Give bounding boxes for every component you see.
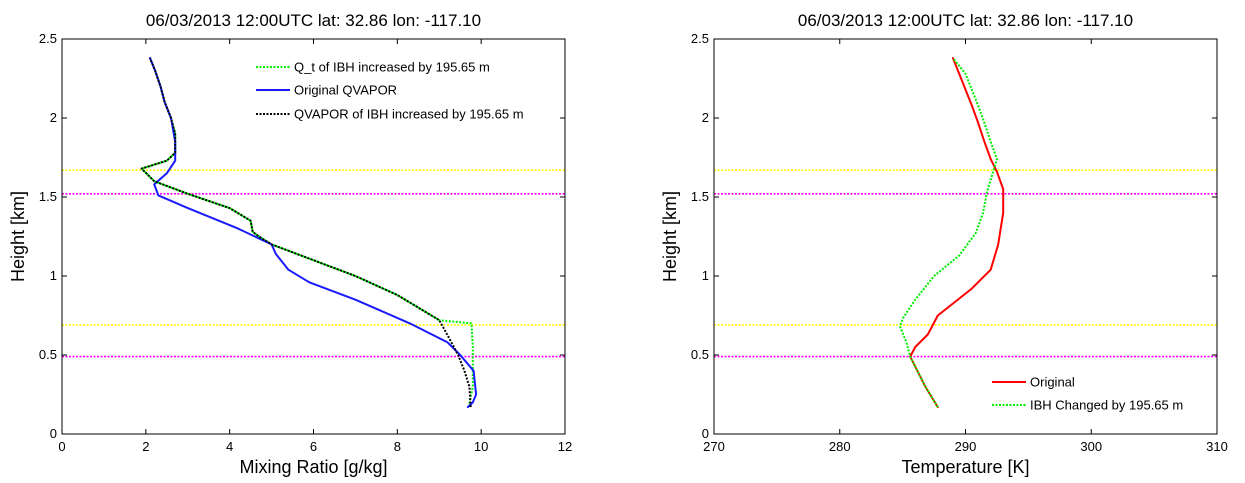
x-tick-label: 6 — [310, 439, 317, 454]
y-tick-label: 0 — [702, 426, 709, 441]
series-line — [149, 57, 478, 409]
y-tick-label: 2 — [50, 110, 57, 125]
y-axis-label: Height [km] — [660, 191, 680, 282]
x-tick-label: 310 — [1206, 439, 1228, 454]
y-tick-label: 1.5 — [39, 189, 57, 204]
y-tick-label: 0.5 — [39, 347, 57, 362]
series-line — [899, 57, 998, 408]
x-tick-label: 2 — [142, 439, 149, 454]
y-tick-label: 2.5 — [39, 31, 57, 46]
y-tick-label: 1 — [50, 268, 57, 283]
y-tick-label: 2.5 — [691, 31, 709, 46]
y-tick-label: 0 — [50, 426, 57, 441]
legend-label: Original — [1030, 375, 1075, 390]
x-tick-label: 300 — [1080, 439, 1102, 454]
mixing-ratio-panel: 0 2 4 6 8 10 12 0 0.5 1 1.5 2 2.5 06/03/2013 12:00UTC… — [8, 11, 572, 477]
y-tick-label: 1.5 — [691, 189, 709, 204]
chart-title: 06/03/2013 12:00UTC lat: 32.86 lon: -117… — [146, 11, 481, 30]
x-tick-label: 10 — [474, 439, 488, 454]
x-tick-label: 12 — [558, 439, 572, 454]
y-tick-label: 2 — [702, 110, 709, 125]
y-axis-label: Height [km] — [8, 191, 28, 282]
temperature-panel: 270 280 290 300 310 0 0.5 1 1.5 2 2.5 06/03/2013 12… — [660, 11, 1228, 477]
legend-label: Q_t of IBH increased by 195.65 m — [294, 60, 490, 75]
x-tick-label: 280 — [829, 439, 851, 454]
legend-label: IBH Changed by 195.65 m — [1030, 398, 1183, 413]
x-axis-label: Mixing Ratio [g/kg] — [239, 457, 387, 477]
x-tick-label: 4 — [226, 439, 233, 454]
x-axis-label: Temperature [K] — [901, 457, 1029, 477]
legend-box — [248, 55, 550, 152]
series-line — [140, 57, 472, 408]
x-tick-label: 0 — [58, 439, 65, 454]
chart-title: 06/03/2013 12:00UTC lat: 32.86 lon: -117… — [798, 11, 1133, 30]
x-tick-label: 8 — [394, 439, 401, 454]
x-tick-label: 270 — [703, 439, 725, 454]
legend-label: Original QVAPOR — [294, 83, 397, 98]
legend-label: QVAPOR of IBH increased by 195.65 m — [294, 107, 524, 122]
legend-box — [984, 369, 1182, 418]
x-tick-label: 290 — [955, 439, 977, 454]
y-tick-label: 1 — [702, 268, 709, 283]
y-tick-label: 0.5 — [691, 347, 709, 362]
series-line — [909, 57, 1005, 409]
